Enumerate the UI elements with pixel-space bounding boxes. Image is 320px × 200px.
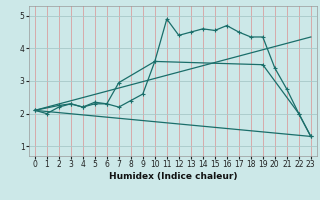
X-axis label: Humidex (Indice chaleur): Humidex (Indice chaleur) [108,172,237,181]
